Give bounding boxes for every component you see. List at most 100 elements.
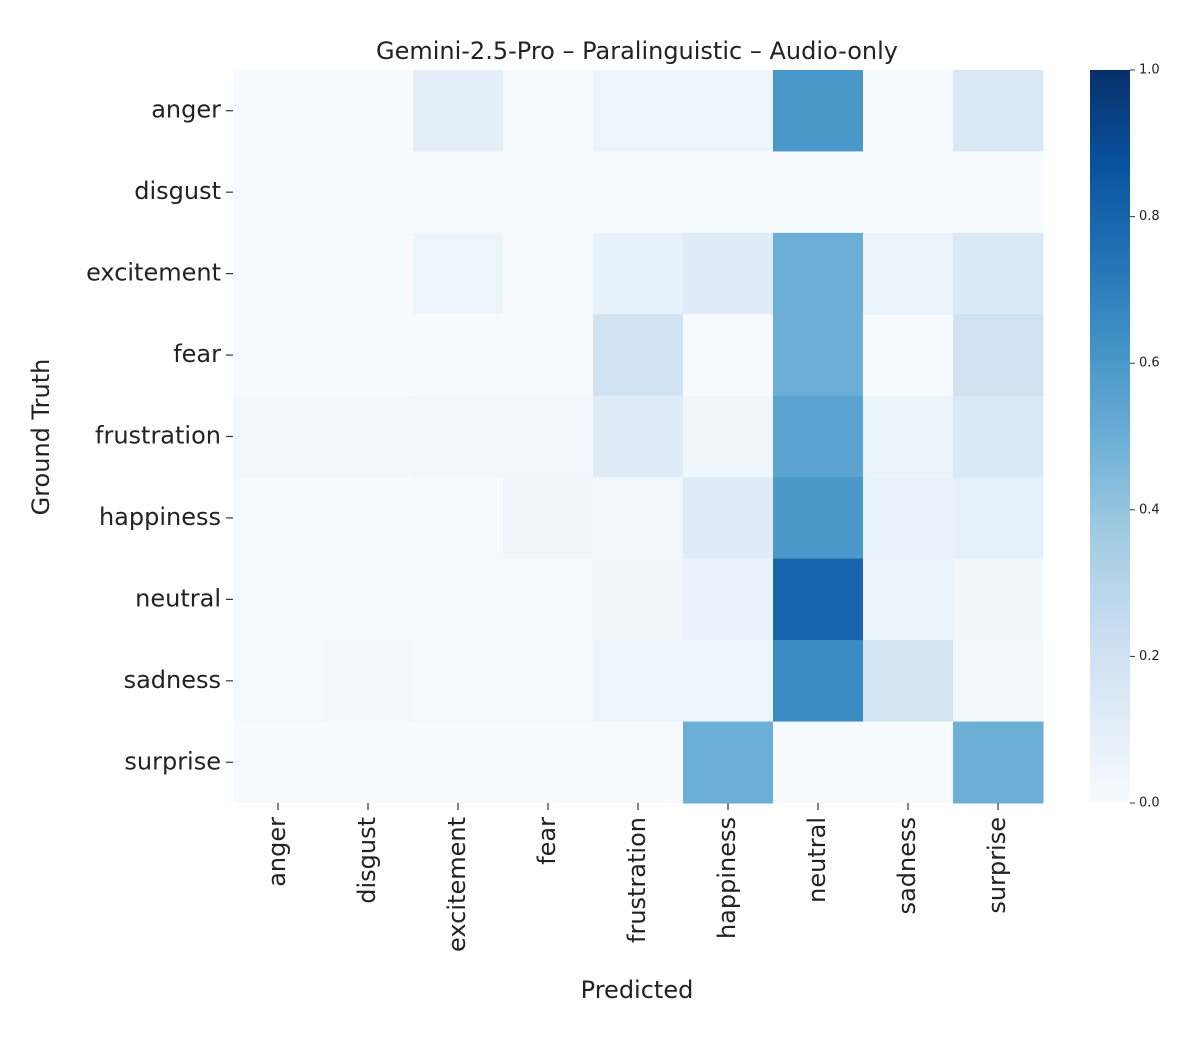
heatmap-cell (503, 477, 594, 560)
x-tick-label: anger (263, 817, 291, 887)
chart-title: Gemini-2.5-Pro – Paralinguistic – Audio-… (376, 37, 898, 65)
heatmap-cell (953, 558, 1044, 641)
colorbar-tick-label: 0.2 (1139, 649, 1160, 664)
heatmap-cell (233, 70, 324, 152)
heatmap-cell (683, 70, 774, 152)
heatmap-cell (953, 477, 1044, 560)
colorbar (1090, 70, 1130, 803)
heatmap-cell (953, 232, 1044, 315)
heatmap-cell (413, 70, 504, 152)
heatmap-cell (683, 721, 774, 804)
heatmap-cell (593, 640, 684, 723)
heatmap-cell (233, 640, 324, 723)
heatmap-cell (863, 640, 954, 723)
heatmap-cell (413, 151, 504, 234)
heatmap-cell (773, 232, 864, 315)
heatmap-cell (323, 558, 414, 641)
colorbar-tick-label: 0.0 (1139, 796, 1160, 811)
heatmap-cell (413, 477, 504, 560)
heatmap-cell (773, 640, 864, 723)
heatmap-cell (773, 70, 864, 152)
heatmap-cell (863, 70, 954, 152)
x-tick-label: frustration (623, 817, 651, 943)
colorbar-tick-label: 1.0 (1139, 63, 1160, 78)
heatmap-cell (863, 721, 954, 804)
heatmap-cell (863, 314, 954, 397)
heatmap-cell (323, 314, 414, 397)
heatmap-cell (863, 558, 954, 641)
heatmap-cell (953, 721, 1044, 804)
heatmap-cell (323, 395, 414, 478)
heatmap-cell (593, 721, 684, 804)
x-tick-label: happiness (713, 817, 741, 939)
heatmap-cell (413, 558, 504, 641)
heatmap-cell (323, 640, 414, 723)
colorbar-tick-label: 0.4 (1139, 502, 1160, 517)
heatmap-cell (593, 395, 684, 478)
heatmap-cell (773, 314, 864, 397)
heatmap-cell (683, 151, 774, 234)
heatmap-cell (413, 232, 504, 315)
heatmap-cell (953, 640, 1044, 723)
heatmap-cell (863, 232, 954, 315)
heatmap-cell (953, 314, 1044, 397)
y-tick-label: neutral (135, 584, 221, 612)
heatmap-cell (953, 395, 1044, 478)
y-tick-label: sadness (124, 666, 221, 694)
heatmap-cell (503, 558, 594, 641)
heatmap-cell (503, 640, 594, 723)
heatmap-cell (503, 395, 594, 478)
heatmap-cell (233, 151, 324, 234)
x-tick-label: surprise (983, 817, 1011, 914)
heatmap-cell (683, 640, 774, 723)
heatmap-cell (683, 558, 774, 641)
heatmap-cell (773, 151, 864, 234)
heatmap-cell (683, 477, 774, 560)
y-tick-label: disgust (134, 177, 221, 205)
heatmap-cell (233, 721, 324, 804)
heatmap-cell (593, 70, 684, 152)
y-axis-label: Ground Truth (27, 359, 55, 516)
x-tick-label: excitement (443, 817, 471, 952)
y-tick-label: anger (151, 96, 221, 124)
heatmap-cell (593, 558, 684, 641)
heatmap-cell (683, 314, 774, 397)
x-axis-label: Predicted (581, 976, 694, 1004)
heatmap-cell (413, 314, 504, 397)
heatmap-cell (323, 721, 414, 804)
heatmap-cell (323, 70, 414, 152)
y-tick-label: excitement (86, 259, 221, 287)
heatmap-cell (863, 395, 954, 478)
heatmap-cell (233, 558, 324, 641)
colorbar-tick-label: 0.6 (1139, 356, 1160, 371)
heatmap-cell (233, 314, 324, 397)
heatmap-cell (233, 232, 324, 315)
heatmap-cell (593, 151, 684, 234)
heatmap-cell (413, 395, 504, 478)
heatmap-cell (593, 314, 684, 397)
heatmap-cell (233, 477, 324, 560)
y-tick-label: fear (173, 340, 221, 368)
heatmap-cell (323, 477, 414, 560)
y-tick-label: surprise (124, 747, 221, 775)
heatmap-cell (503, 232, 594, 315)
heatmap-cell (953, 70, 1044, 152)
heatmap-cell (503, 721, 594, 804)
heatmap-cell (413, 721, 504, 804)
heatmap-cell (863, 477, 954, 560)
y-tick-label: frustration (95, 422, 221, 450)
heatmap-cell (503, 151, 594, 234)
heatmap-cell (773, 477, 864, 560)
x-tick-label: disgust (353, 817, 381, 904)
heatmap-cell (323, 151, 414, 234)
heatmap-cell (773, 395, 864, 478)
x-tick-label: neutral (803, 817, 831, 903)
heatmap-cell (323, 232, 414, 315)
heatmap-cell (593, 477, 684, 560)
heatmap-cell (683, 232, 774, 315)
x-tick-label: sadness (893, 817, 921, 914)
colorbar-tick-label: 0.8 (1139, 209, 1160, 224)
heatmap-cell (683, 395, 774, 478)
heatmap-cell (773, 558, 864, 641)
